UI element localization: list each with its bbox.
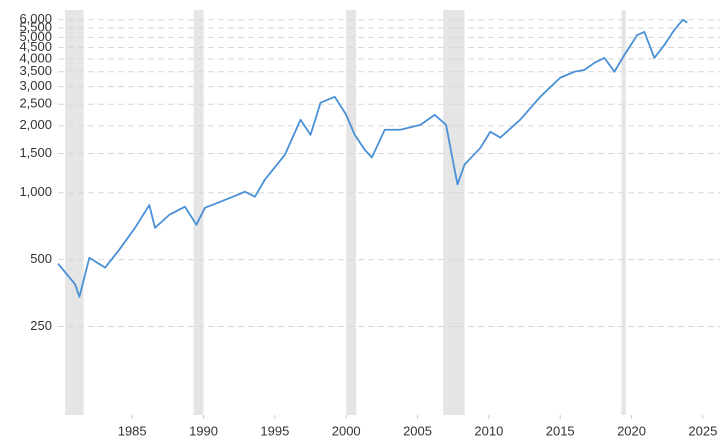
y-tick-label: 1,000 xyxy=(19,184,52,199)
x-tick-label: 2025 xyxy=(688,423,717,438)
x-tick-label: 1990 xyxy=(189,423,218,438)
y-tick-label: 4,500 xyxy=(19,39,52,54)
x-tick-label: 2000 xyxy=(332,423,361,438)
y-tick-label: 2,000 xyxy=(19,117,52,132)
y-tick-label: 5,500 xyxy=(19,20,52,35)
y-tick-label: 5,000 xyxy=(19,29,52,44)
y-tick-label: 4,000 xyxy=(19,50,52,65)
y-tick-label: 3,000 xyxy=(19,78,52,93)
x-tick-label: 2020 xyxy=(617,423,646,438)
recession-band xyxy=(193,10,204,415)
y-tick-label: 2,500 xyxy=(19,96,52,111)
x-tick-label: 2005 xyxy=(403,423,432,438)
x-tick-label: 2010 xyxy=(474,423,503,438)
recession-band xyxy=(621,10,626,415)
recession-band xyxy=(346,10,357,415)
y-tick-label: 250 xyxy=(30,318,52,333)
y-tick-label: 3,500 xyxy=(19,63,52,78)
data-line xyxy=(57,18,688,298)
x-tick-label: 1995 xyxy=(260,423,289,438)
y-tick-label: 1,500 xyxy=(19,145,52,160)
recession-band xyxy=(65,10,84,415)
x-tick-label: 1985 xyxy=(118,423,147,438)
y-tick-label: 6,000 xyxy=(19,11,52,26)
y-tick-label: 500 xyxy=(30,251,52,266)
recession-band xyxy=(443,10,465,415)
x-tick-label: 2015 xyxy=(546,423,575,438)
